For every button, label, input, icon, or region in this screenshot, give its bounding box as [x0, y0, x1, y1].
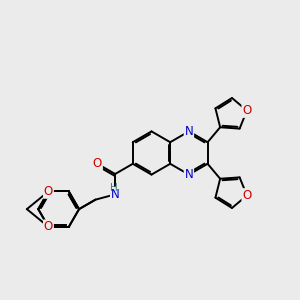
Text: O: O — [242, 104, 251, 117]
Text: O: O — [44, 220, 53, 233]
Text: O: O — [93, 157, 102, 170]
Text: H: H — [110, 183, 118, 193]
Text: O: O — [44, 185, 53, 198]
Text: N: N — [111, 188, 119, 201]
Text: N: N — [184, 125, 193, 138]
Text: N: N — [184, 168, 193, 181]
Text: O: O — [242, 189, 251, 202]
